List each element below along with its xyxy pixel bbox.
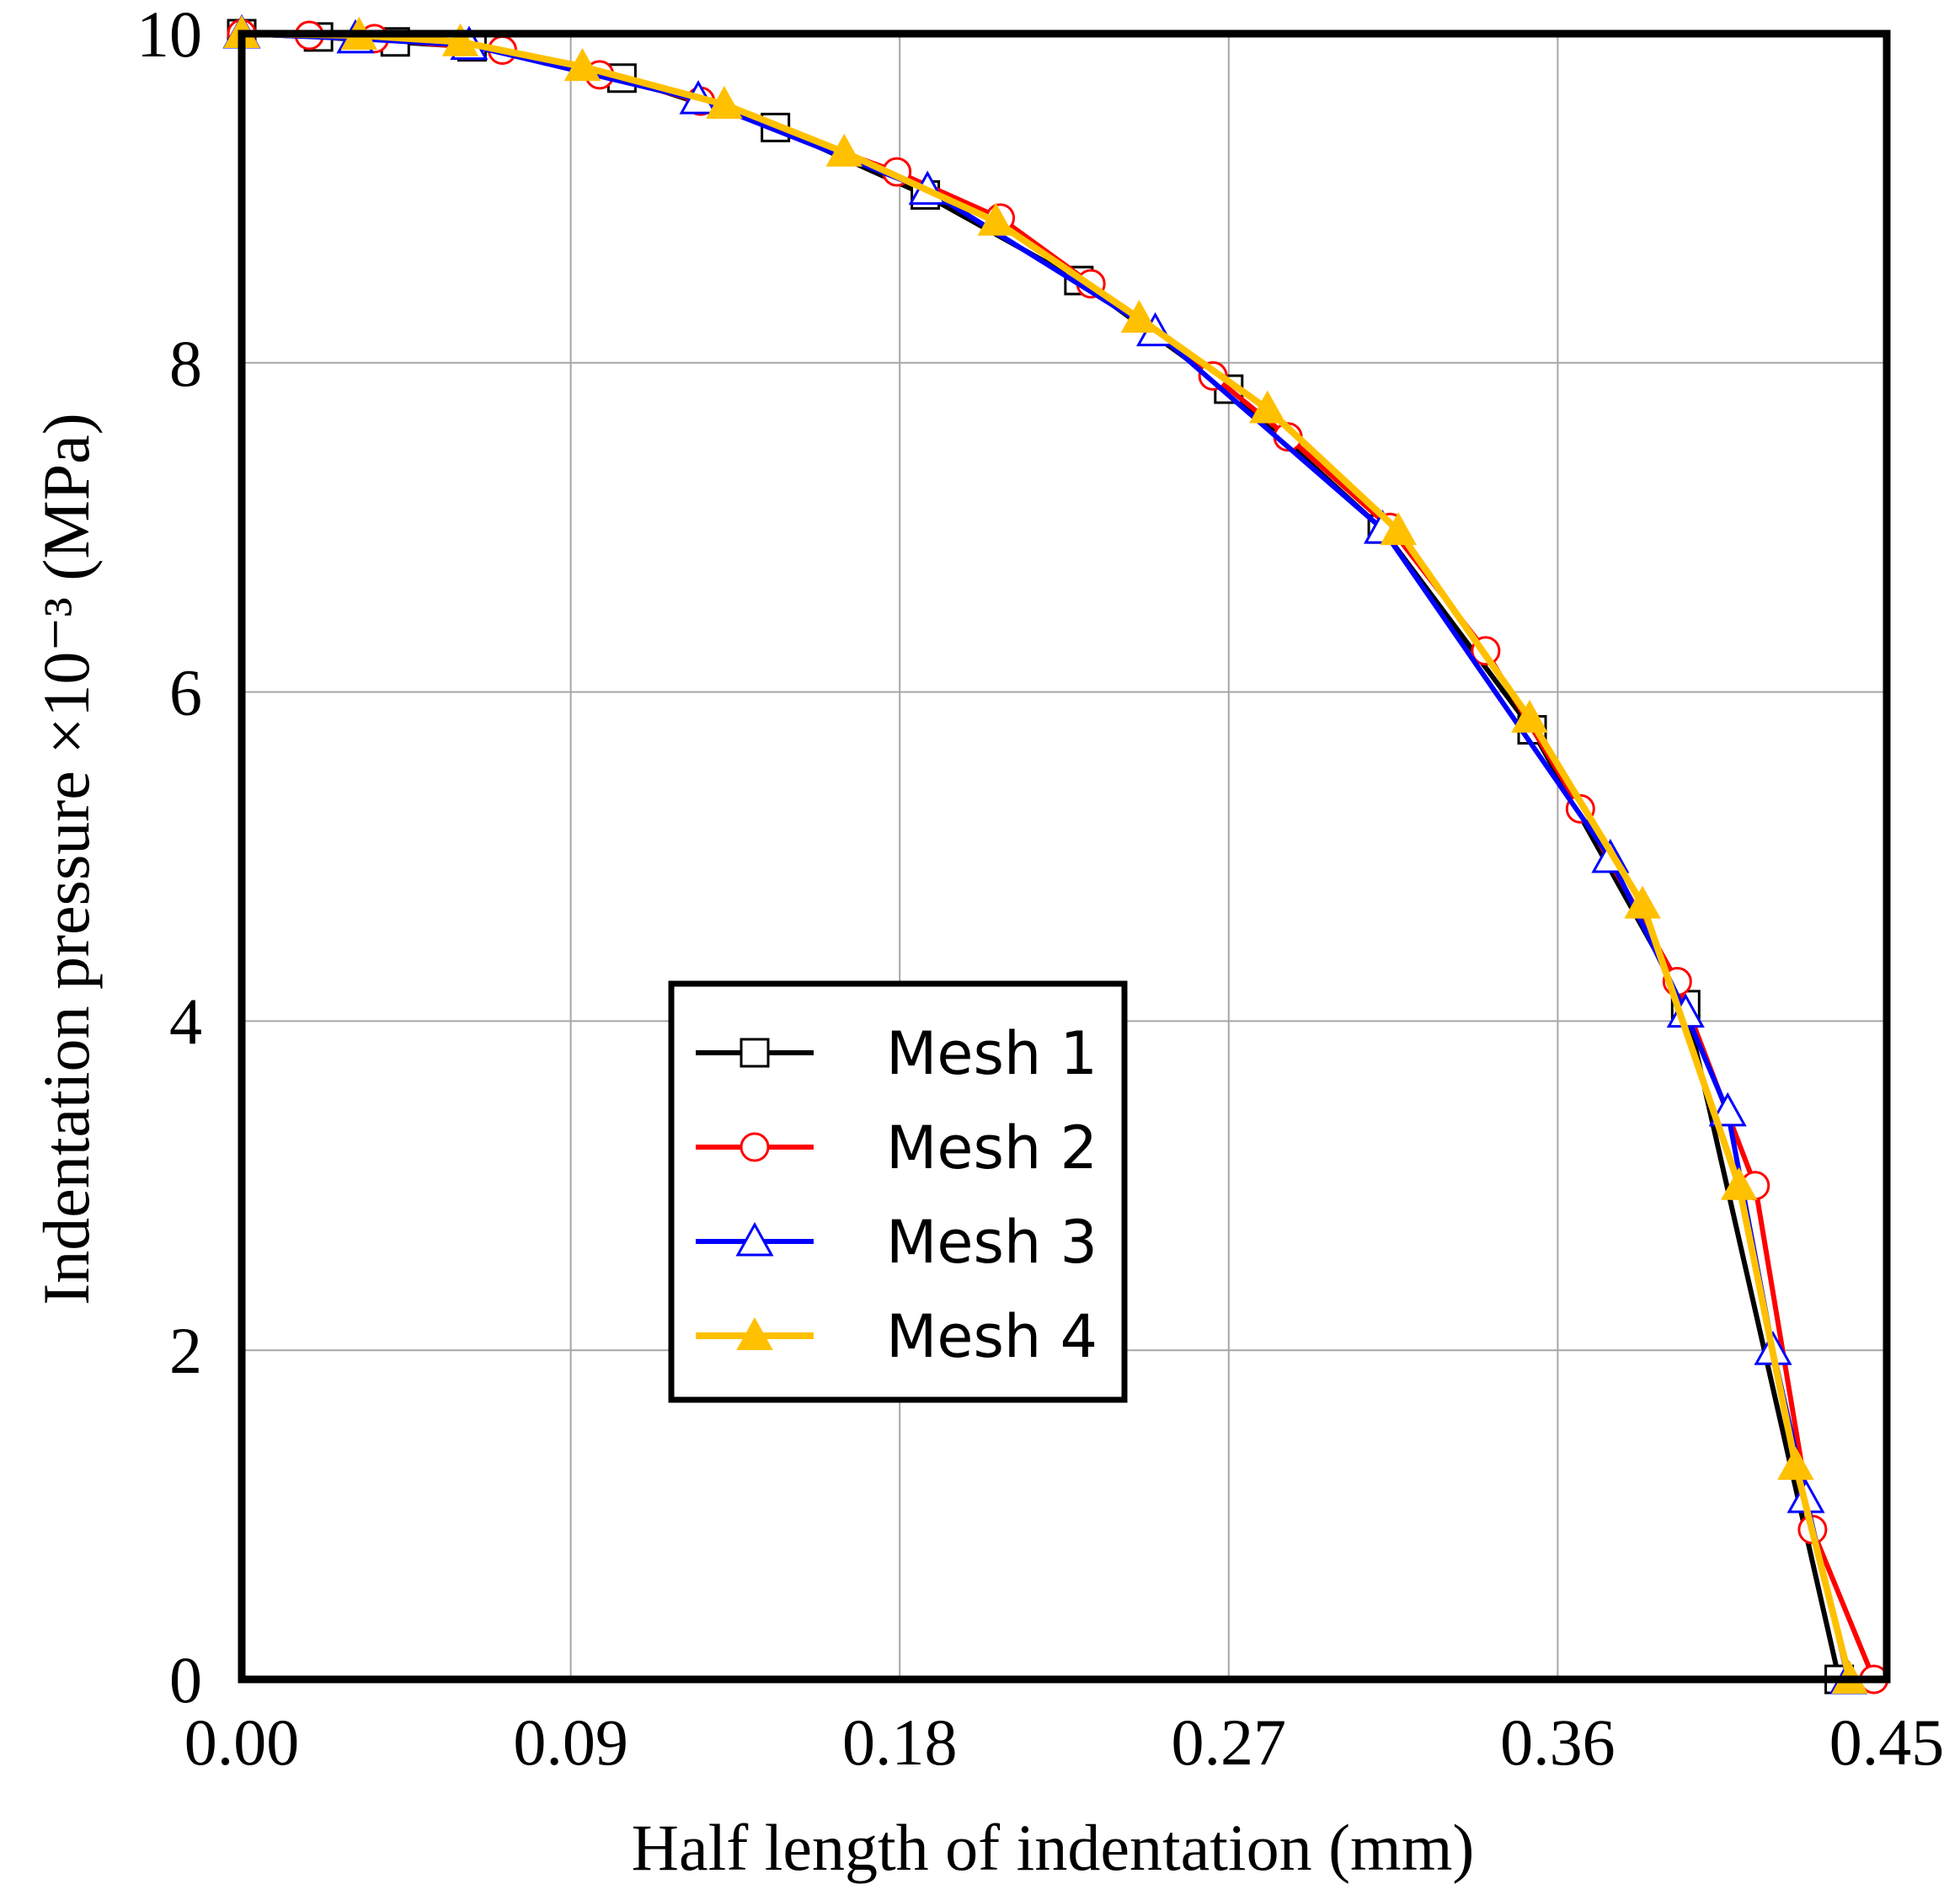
legend-entry: Mesh 3 xyxy=(696,1208,1097,1277)
x-tick-label: 0.09 xyxy=(513,1706,628,1779)
legend-entry: Mesh 4 xyxy=(696,1302,1097,1371)
x-tick-label: 0.45 xyxy=(1829,1706,1945,1779)
data-point xyxy=(563,48,601,82)
legend-marker xyxy=(736,1316,773,1350)
x-tick-label: 0.36 xyxy=(1500,1706,1616,1779)
series-line xyxy=(241,31,1842,1680)
y-tick-label: 0 xyxy=(169,1643,202,1716)
y-axis-title: Indentation pressure ×10⁻³ (MPa) xyxy=(29,413,103,1305)
data-point xyxy=(706,85,743,120)
series-mesh-3 xyxy=(222,13,1867,1695)
plot-frame xyxy=(238,29,1891,1684)
x-axis-ticks: 0.00 0.09 0.18 0.27 0.36 0.45 xyxy=(184,1706,1945,1779)
legend: Mesh 1 Mesh 2 Mesh 3 Mesh 4 xyxy=(668,980,1128,1403)
legend-label: Mesh 3 xyxy=(886,1208,1097,1277)
series-layer xyxy=(222,13,1889,1695)
data-point xyxy=(1624,885,1661,919)
series-mesh-4 xyxy=(223,14,1868,1694)
x-tick-label: 0.00 xyxy=(184,1706,300,1779)
legend-marker xyxy=(740,1132,770,1162)
legend-entries: Mesh 1 Mesh 2 Mesh 3 Mesh 4 xyxy=(696,1019,1097,1371)
data-point xyxy=(825,133,863,167)
data-point xyxy=(977,202,1015,236)
y-axis-ticks: 0 2 4 6 8 10 xyxy=(136,0,202,1716)
y-tick-label: 6 xyxy=(169,656,202,729)
legend-entry: Mesh 1 xyxy=(696,1019,1097,1088)
x-axis-title: Half length of indentation (mm) xyxy=(632,1811,1475,1884)
legend-label: Mesh 1 xyxy=(886,1019,1097,1088)
legend-marker xyxy=(735,1221,774,1257)
x-tick-label: 0.18 xyxy=(842,1706,958,1779)
legend-label: Mesh 2 xyxy=(886,1113,1097,1182)
data-point xyxy=(1249,390,1286,424)
legend-label: Mesh 4 xyxy=(886,1302,1097,1371)
data-point xyxy=(441,23,479,56)
legend-marker xyxy=(740,1038,770,1068)
y-tick-label: 2 xyxy=(169,1314,202,1387)
data-point xyxy=(1777,1446,1814,1480)
data-point xyxy=(1720,1166,1758,1200)
data-point xyxy=(1511,699,1548,733)
y-tick-label: 8 xyxy=(169,327,202,400)
data-point xyxy=(1708,1092,1747,1127)
data-point xyxy=(1380,512,1417,546)
legend-entry: Mesh 2 xyxy=(696,1113,1097,1182)
y-tick-label: 10 xyxy=(136,0,202,71)
x-tick-label: 0.27 xyxy=(1172,1706,1287,1779)
y-tick-label: 4 xyxy=(169,985,202,1058)
series-line xyxy=(241,31,1877,1681)
data-point xyxy=(1120,299,1158,334)
